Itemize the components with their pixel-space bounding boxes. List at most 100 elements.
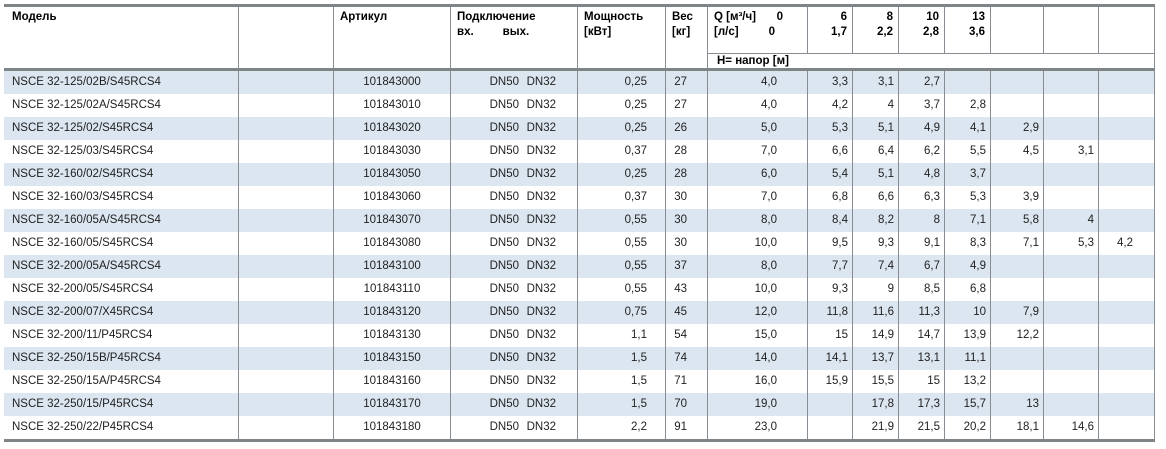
weight-cell: 45 — [666, 301, 708, 324]
head-cell-8: 14,9 — [853, 324, 899, 347]
head-cell-extra-2 — [1044, 94, 1099, 117]
weight-cell: 27 — [666, 94, 708, 117]
head-cell-extra-2 — [1044, 324, 1099, 347]
weight-cell: 28 — [666, 163, 708, 186]
head-cell-8: 15,5 — [853, 370, 899, 393]
outlet-label: вых. — [502, 26, 530, 38]
head-cell-extra-3 — [1099, 94, 1155, 117]
dn-outlet-value: DN32 — [526, 329, 556, 341]
spacer-cell — [239, 94, 334, 117]
dn-outlet-value: DN32 — [526, 76, 556, 88]
head-cell-6: 9,3 — [808, 278, 853, 301]
dn-outlet-value: DN32 — [526, 260, 556, 272]
dn-inlet-value: DN50 — [489, 168, 519, 180]
connection-cell: DN50 DN32 — [451, 370, 578, 393]
head-cell-extra-3 — [1099, 324, 1155, 347]
col-header-weight: Вес [кг] — [666, 7, 708, 68]
flow-q-cell: 7,0 — [708, 186, 808, 209]
head-cell-6: 5,4 — [808, 163, 853, 186]
flow-q-cell: 23,0 — [708, 416, 808, 439]
head-cell-extra-3 — [1099, 255, 1155, 278]
weight-unit: [кг] — [672, 26, 691, 38]
head-cell-8: 3,1 — [853, 71, 899, 94]
power-cell: 0,55 — [578, 209, 666, 232]
col-header-flow-q: Q [м³/ч] 0 [л/с] 0 — [708, 7, 808, 53]
weight-cell: 91 — [666, 416, 708, 439]
table-body: NSCE 32-125/02B/S45RCS4 101843000 DN50 D… — [4, 71, 1155, 442]
col-header-connection: Подключение вх. вых. — [451, 7, 578, 68]
model-cell: NSCE 32-250/15B/P45RCS4 — [4, 347, 239, 370]
connection-cell: DN50 DN32 — [451, 393, 578, 416]
weight-cell: 27 — [666, 71, 708, 94]
connection-sublabels: вх. вых. — [451, 25, 577, 40]
connection-cell: DN50 DN32 — [451, 209, 578, 232]
flow-m3h-label: Q [м³/ч] — [714, 11, 757, 23]
head-cell-6: 5,3 — [808, 117, 853, 140]
head-cell-10: 6,7 — [899, 255, 945, 278]
weight-cell: 30 — [666, 232, 708, 255]
article-cell: 101843050 — [334, 163, 451, 186]
head-cell-extra-1: 5,8 — [991, 209, 1044, 232]
model-cell: NSCE 32-125/02A/S45RCS4 — [4, 94, 239, 117]
head-cell-6: 6,8 — [808, 186, 853, 209]
model-cell: NSCE 32-125/02B/S45RCS4 — [4, 71, 239, 94]
spacer-cell — [239, 186, 334, 209]
head-cell-extra-2 — [1044, 117, 1099, 140]
weight-cell: 30 — [666, 209, 708, 232]
head-cell-13: 8,3 — [945, 232, 991, 255]
flow-q-cell: 8,0 — [708, 255, 808, 278]
connection-cell: DN50 DN32 — [451, 232, 578, 255]
power-cell: 1,5 — [578, 393, 666, 416]
weight-cell: 28 — [666, 140, 708, 163]
spacer-cell — [239, 232, 334, 255]
flow-q-cell: 16,0 — [708, 370, 808, 393]
flow-10-m3h: 10 — [926, 11, 939, 23]
model-cell: NSCE 32-250/15A/P45RCS4 — [4, 370, 239, 393]
head-cell-extra-1 — [991, 255, 1044, 278]
model-cell: NSCE 32-160/03/S45RCS4 — [4, 186, 239, 209]
table-row: NSCE 32-160/05A/S45RCS4 101843070 DN50 D… — [4, 209, 1155, 232]
head-cell-extra-2 — [1044, 393, 1099, 416]
table-row: NSCE 32-160/05/S45RCS4 101843080 DN50 DN… — [4, 232, 1155, 255]
table-row: NSCE 32-125/02/S45RCS4 101843020 DN50 DN… — [4, 117, 1155, 140]
head-cell-6: 15,9 — [808, 370, 853, 393]
head-cell-13: 15,7 — [945, 393, 991, 416]
article-cell: 101843020 — [334, 117, 451, 140]
head-cell-extra-3 — [1099, 393, 1155, 416]
flow-q-cell: 4,0 — [708, 94, 808, 117]
dn-outlet-value: DN32 — [526, 283, 556, 295]
head-cell-extra-3 — [1099, 370, 1155, 393]
power-cell: 0,75 — [578, 301, 666, 324]
power-cell: 2,2 — [578, 416, 666, 439]
table-row: NSCE 32-200/05/S45RCS4 101843110 DN50 DN… — [4, 278, 1155, 301]
model-cell: NSCE 32-250/22/P45RCS4 — [4, 416, 239, 439]
model-cell: NSCE 32-125/02/S45RCS4 — [4, 117, 239, 140]
head-cell-extra-2: 3,1 — [1044, 140, 1099, 163]
head-cell-extra-3 — [1099, 71, 1155, 94]
col-header-power: Мощность [кВт] — [578, 7, 666, 68]
head-cell-extra-1: 12,2 — [991, 324, 1044, 347]
head-cell-extra-2: 14,6 — [1044, 416, 1099, 439]
dn-inlet-value: DN50 — [489, 191, 519, 203]
power-cell: 0,25 — [578, 117, 666, 140]
power-cell: 0,55 — [578, 232, 666, 255]
head-cell-8: 8,2 — [853, 209, 899, 232]
flow-q-cell: 10,0 — [708, 278, 808, 301]
dn-outlet-value: DN32 — [526, 191, 556, 203]
article-cell: 101843030 — [334, 140, 451, 163]
table-row: NSCE 32-125/02B/S45RCS4 101843000 DN50 D… — [4, 71, 1155, 94]
table-row: NSCE 32-250/22/P45RCS4 101843180 DN50 DN… — [4, 416, 1155, 439]
head-band-label: Н= напор [м] — [708, 53, 1155, 68]
article-cell: 101843120 — [334, 301, 451, 324]
flow-ls-zero: 0 — [768, 26, 775, 38]
dn-inlet-value: DN50 — [489, 329, 519, 341]
head-cell-13: 7,1 — [945, 209, 991, 232]
flow-13-m3h: 13 — [972, 11, 985, 23]
dn-inlet-value: DN50 — [489, 260, 519, 272]
head-cell-8: 7,4 — [853, 255, 899, 278]
col-header-extra-3 — [1099, 7, 1155, 53]
head-cell-extra-1: 2,9 — [991, 117, 1044, 140]
head-cell-13: 10 — [945, 301, 991, 324]
dn-outlet-value: DN32 — [526, 99, 556, 111]
flow-q-cell: 19,0 — [708, 393, 808, 416]
